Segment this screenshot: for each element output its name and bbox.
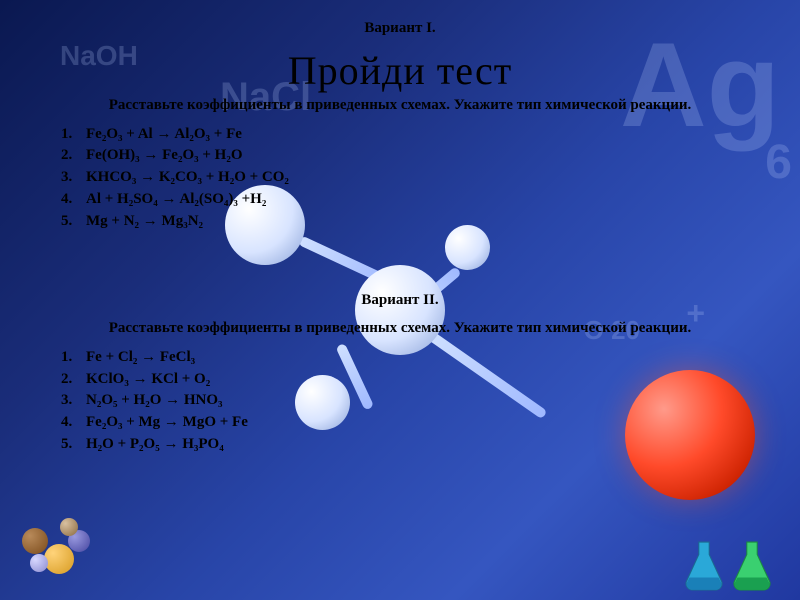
equation-item: N₂O₅ + H₂O → HNO₃: [76, 390, 770, 412]
equation-item: KClO₃ → KCl + O₂: [76, 369, 770, 391]
equation-item: Al + H₂SO₄ → Al₂(SO₄)₃ +H₂: [76, 189, 770, 211]
variant2-instruction: Расставьте коэффициенты в приведенных сх…: [30, 319, 770, 339]
slide-content: Вариант I. Пройди тест Расставьте коэффи…: [0, 0, 800, 600]
flasks-icon: [676, 522, 786, 592]
equation-item: Fe + Cl₂ → FeCl₃: [76, 347, 770, 369]
variant2-label: Вариант II.: [30, 292, 770, 309]
equation-item: Fe₂O₃ + Al → Al₂O₃ + Fe: [76, 124, 770, 146]
variant1-instruction: Расставьте коэффициенты в приведенных сх…: [30, 96, 770, 116]
variant1-label: Вариант I.: [30, 20, 770, 37]
corner-molecule-icon: [10, 510, 100, 590]
variant1-equations: Fe₂O₃ + Al → Al₂O₃ + Fe Fe(OH)₃ → Fe₂O₃ …: [76, 124, 770, 233]
equation-item: KHCO₃ → K₂CO₃ + H₂O + CO₂: [76, 167, 770, 189]
equation-item: Fe₂O₃ + Mg → MgO + Fe: [76, 412, 770, 434]
equation-item: Fe(OH)₃ → Fe₂O₃ + H₂O: [76, 145, 770, 167]
equation-item: H₂O + P₂O₅ → H₃PO₄: [76, 434, 770, 456]
equation-item: Mg + N₂ → Mg₃N₂: [76, 211, 770, 233]
slide-title: Пройди тест: [30, 47, 770, 94]
variant2-equations: Fe + Cl₂ → FeCl₃ KClO₃ → KCl + O₂ N₂O₅ +…: [76, 347, 770, 456]
